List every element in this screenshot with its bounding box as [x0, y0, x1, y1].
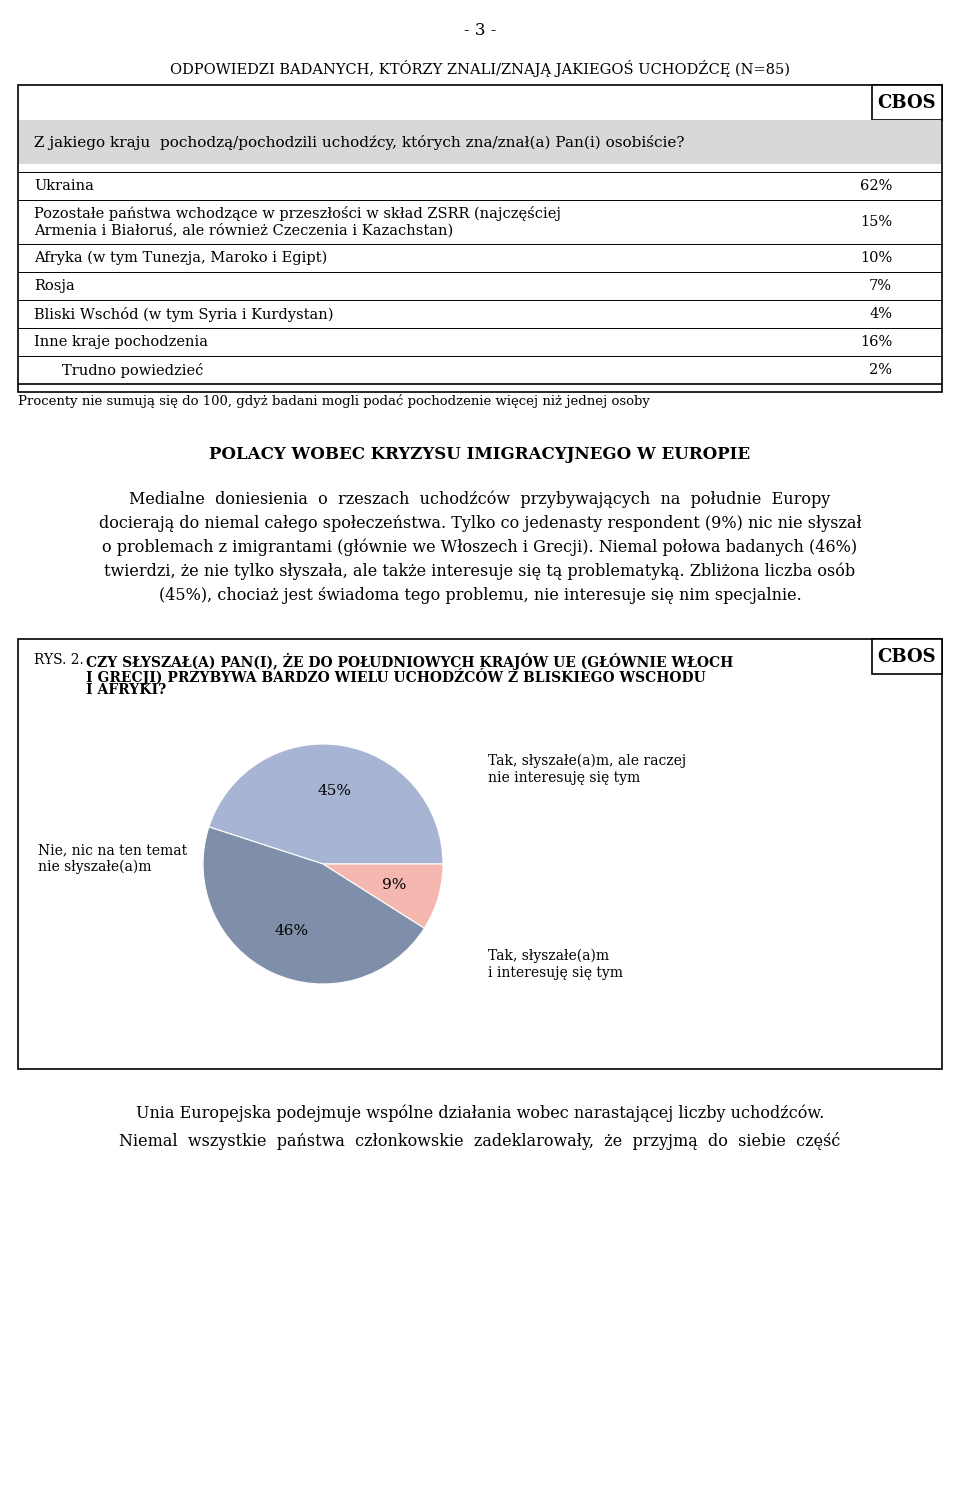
- Text: 10%: 10%: [860, 251, 892, 266]
- Text: CBOS: CBOS: [877, 647, 936, 665]
- Text: POLACY WOBEC KRYZYSU IMIGRACYJNEGO W EUROPIE: POLACY WOBEC KRYZYSU IMIGRACYJNEGO W EUR…: [209, 446, 751, 462]
- Text: Ukraina: Ukraina: [34, 179, 94, 194]
- Text: I GRECJI) PRZYBYWA BARDZO WIELU UCHODŹCÓW Z BLISKIEGO WSCHODU: I GRECJI) PRZYBYWA BARDZO WIELU UCHODŹCÓ…: [86, 668, 706, 684]
- Text: CBOS: CBOS: [877, 93, 936, 111]
- Text: Medialne  doniesienia  o  rzeszach  uchodźców  przybywających  na  południe  Eur: Medialne doniesienia o rzeszach uchodźcó…: [130, 491, 830, 509]
- Text: docierają do niemal całego społeczeństwa. Tylko co jedenasty respondent (9%) nic: docierają do niemal całego społeczeństwa…: [99, 515, 861, 531]
- Text: o problemach z imigrantami (głównie we Włoszech i Grecji). Niemal połowa badanyc: o problemach z imigrantami (głównie we W…: [103, 539, 857, 557]
- FancyBboxPatch shape: [18, 86, 942, 392]
- Text: Inne kraje pochodzenia: Inne kraje pochodzenia: [34, 335, 208, 350]
- FancyBboxPatch shape: [872, 86, 942, 120]
- FancyBboxPatch shape: [18, 639, 942, 1069]
- Text: Trudno powiedzieć: Trudno powiedzieć: [62, 363, 204, 377]
- Text: Tak, słyszałe(a)m, ale raczej
nie interesuję się tym: Tak, słyszałe(a)m, ale raczej nie intere…: [488, 754, 686, 785]
- Text: 15%: 15%: [860, 215, 892, 230]
- Wedge shape: [323, 865, 443, 928]
- Text: Afryka (w tym Tunezja, Maroko i Egipt): Afryka (w tym Tunezja, Maroko i Egipt): [34, 251, 327, 266]
- Text: 45%: 45%: [318, 784, 351, 797]
- Text: 7%: 7%: [869, 279, 892, 293]
- Text: Niemal  wszystkie  państwa  członkowskie  zadeklarowały,  że  przyjmą  do  siebi: Niemal wszystkie państwa członkowskie za…: [119, 1132, 841, 1150]
- FancyBboxPatch shape: [872, 639, 942, 674]
- Text: twierdzi, że nie tylko słyszała, ale także interesuje się tą problematyką. Zbliż: twierdzi, że nie tylko słyszała, ale tak…: [105, 563, 855, 581]
- Text: 16%: 16%: [860, 335, 892, 350]
- Text: 46%: 46%: [275, 925, 308, 938]
- Text: Unia Europejska podejmuje wspólne działania wobec narastającej liczby uchodźców.: Unia Europejska podejmuje wspólne działa…: [135, 1105, 825, 1121]
- Text: 4%: 4%: [869, 308, 892, 321]
- Wedge shape: [209, 744, 443, 865]
- Text: Pozostałe państwa wchodzące w przeszłości w skład ZSRR (najczęściej: Pozostałe państwa wchodzące w przeszłośc…: [34, 206, 561, 221]
- Text: - 3 -: - 3 -: [464, 23, 496, 39]
- Text: RYS. 2.: RYS. 2.: [34, 653, 88, 666]
- Text: Tak, słyszałe(a)m
i interesuję się tym: Tak, słyszałe(a)m i interesuję się tym: [488, 949, 623, 980]
- Text: I AFRYKI?: I AFRYKI?: [86, 683, 166, 696]
- Text: Procenty nie sumują się do 100, gdyż badani mogli podać pochodzenie więcej niż j: Procenty nie sumują się do 100, gdyż bad…: [18, 393, 650, 408]
- Text: CZY SŁYSZAŁ(A) PAN(I), ŻE DO POŁUDNIOWYCH KRAJÓW UE (GŁÓWNIE WŁOCH: CZY SŁYSZAŁ(A) PAN(I), ŻE DO POŁUDNIOWYC…: [86, 653, 733, 669]
- FancyBboxPatch shape: [19, 120, 941, 164]
- Text: (45%), chociaż jest świadoma tego problemu, nie interesuje się nim specjalnie.: (45%), chociaż jest świadoma tego proble…: [158, 587, 802, 603]
- Text: Nie, nic na ten temat
nie słyszałe(a)m: Nie, nic na ten temat nie słyszałe(a)m: [38, 844, 187, 875]
- Text: 62%: 62%: [859, 179, 892, 194]
- Text: 2%: 2%: [869, 363, 892, 377]
- Text: Bliski Wschód (w tym Syria i Kurdystan): Bliski Wschód (w tym Syria i Kurdystan): [34, 306, 333, 321]
- Wedge shape: [203, 827, 424, 985]
- Text: Z jakiego kraju  pochodzą/pochodzili uchodźcy, których zna/znał(a) Pan(i) osobiś: Z jakiego kraju pochodzą/pochodzili ucho…: [34, 135, 684, 150]
- Text: 9%: 9%: [382, 878, 407, 892]
- Text: ODPOWIEDZI BADANYCH, KTÓRZY ZNALI/ZNAJĄ JAKIEGOŚ UCHODŹCĘ (N=85): ODPOWIEDZI BADANYCH, KTÓRZY ZNALI/ZNAJĄ …: [170, 60, 790, 77]
- Text: Armenia i Białoruś, ale również Czeczenia i Kazachstan): Armenia i Białoruś, ale również Czeczeni…: [34, 224, 453, 237]
- Text: Rosja: Rosja: [34, 279, 75, 293]
